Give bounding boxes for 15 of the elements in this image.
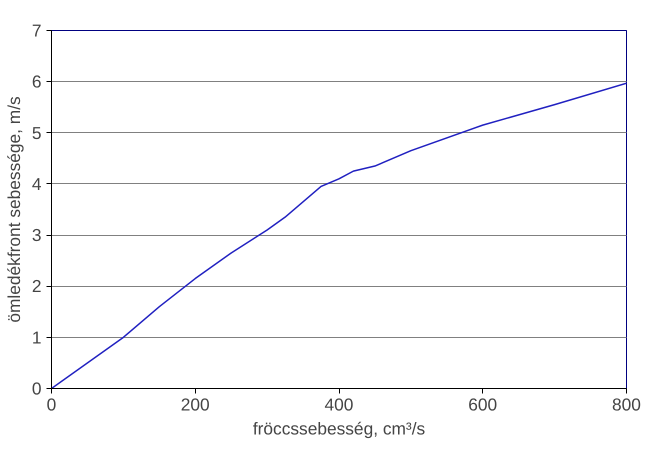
y-tick-label: 5	[32, 122, 42, 143]
y-tick-label: 1	[32, 327, 42, 348]
x-tick-label: 200	[180, 394, 210, 414]
x-tick-label: 600	[468, 394, 498, 414]
x-axis-title: fröccssebesség, cm³/s	[252, 418, 426, 438]
x-tick-label: 0	[46, 394, 56, 414]
y-axis-title: ömledékfront sebessége, m/s	[4, 96, 24, 323]
y-tick-label: 6	[32, 72, 42, 92]
y-tick-label: 3	[32, 225, 42, 246]
y-tick-label: 2	[32, 276, 42, 296]
x-tick-label: 800	[612, 394, 641, 414]
y-tick-label: 4	[32, 174, 42, 194]
x-tick-label: 400	[324, 394, 354, 414]
y-tick-label: 7	[32, 20, 42, 40]
y-tick-label: 0	[32, 378, 42, 398]
